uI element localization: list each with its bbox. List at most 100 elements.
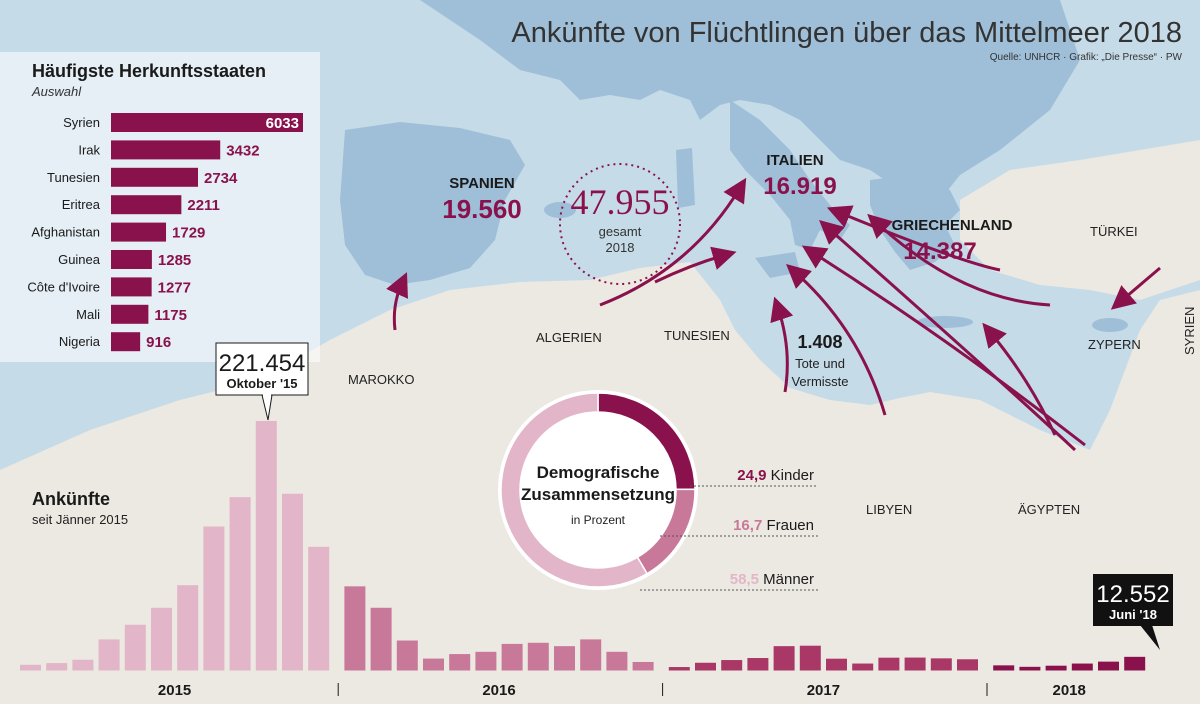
year-label: 2018 [1053, 682, 1086, 699]
origins-title: Häufigste Herkunftsstaaten [32, 61, 266, 81]
land-cyprus [1092, 318, 1128, 332]
origin-category-label: Nigeria [59, 334, 101, 349]
arrival-bar [904, 657, 926, 671]
arrival-bar [124, 624, 146, 671]
callout-pointer-icon [1140, 625, 1160, 650]
origin-category-label: Tunesien [47, 170, 100, 185]
map-labels: MAROKKO ALGERIEN TUNESIEN LIBYEN ÄGYPTEN… [348, 224, 1197, 517]
origin-category-label: Mali [76, 307, 100, 322]
donut-legend-label: 16,7 Frauen [733, 517, 814, 534]
year-label: 2017 [807, 682, 840, 699]
origin-category-label: Afghanistan [31, 225, 100, 240]
total-badge: 47.955 gesamt 2018 [559, 163, 681, 285]
origin-value-label: 3432 [226, 142, 259, 159]
peak-callout-patch [263, 393, 271, 397]
donut-title-line1: Demografische [537, 463, 660, 482]
arrivals-title: Ankünfte [32, 489, 110, 509]
total-label-line1: gesamt [599, 224, 642, 239]
origin-value-label: 2211 [187, 197, 220, 214]
arrival-bar [1098, 661, 1119, 671]
arrival-bar [501, 643, 523, 671]
arrival-bar [151, 607, 172, 671]
year-label: 2015 [158, 682, 191, 699]
route-arrow-icon [654, 246, 737, 284]
route-arrows [386, 177, 1161, 452]
deaths-line2: Vermisste [791, 374, 848, 389]
donut-bg [498, 390, 698, 590]
last-callout-box [1093, 574, 1173, 626]
arrival-bar [695, 662, 716, 671]
arrival-bar [773, 646, 795, 671]
peak-callout-label: Oktober '15 [226, 376, 297, 391]
origin-bar [111, 195, 182, 215]
route-arrow-icon [599, 177, 747, 307]
label-aegypten: ÄGYPTEN [1018, 502, 1080, 517]
arrival-bar [423, 658, 444, 671]
origin-bar [111, 250, 152, 269]
arrival-bar [957, 659, 978, 671]
label-zypern: ZYPERN [1088, 337, 1141, 352]
donut-legend-label: 24,9 Kinder [737, 467, 814, 484]
route-arrow-icon [826, 205, 1001, 272]
label-algerien: ALGERIEN [536, 330, 602, 345]
total-circle [559, 163, 681, 285]
arrival-bar [527, 642, 549, 671]
arrival-bar [852, 663, 874, 671]
donut-legend: 24,9 Kinder 16,7 Frauen 58,5 Männer [640, 467, 818, 591]
donut-title-line2: Zusammensetzung [521, 485, 675, 504]
deaths-value: 1.408 [797, 332, 842, 352]
arrival-bar [1124, 656, 1146, 671]
origin-value-label: 1285 [158, 252, 191, 269]
arrival-bar [475, 651, 497, 671]
peak-callout: 221.454 Oktober '15 [215, 342, 309, 421]
origin-value-label: 1729 [172, 225, 205, 242]
arrival-bar [721, 660, 743, 671]
label-libyen: LIBYEN [866, 502, 912, 517]
page-title: Ankünfte von Flüchtlingen über das Mitte… [511, 17, 1182, 49]
source-credit: Quelle: UNHCR · Grafik: „Die Presse“ · P… [990, 52, 1183, 63]
origin-category-label: Irak [78, 142, 100, 157]
origin-value-label: 916 [146, 334, 171, 351]
land-greece [870, 175, 960, 270]
country-italy-value: 16.919 [763, 173, 836, 200]
deaths-note: 1.408 Tote und Vermisste [791, 332, 848, 389]
origin-value-label: 1277 [158, 279, 191, 296]
arrival-bar [20, 664, 41, 671]
origin-bar [111, 167, 199, 187]
label-marokko: MAROKKO [348, 372, 414, 387]
arrival-bar [46, 663, 68, 671]
arrival-bar [1019, 666, 1041, 671]
arrival-bar [282, 493, 303, 671]
country-italy-name: ITALIEN [766, 152, 823, 169]
donut-legend-label: 58,5 Männer [730, 571, 814, 588]
origin-bar [111, 222, 167, 242]
origin-bar [111, 304, 149, 324]
origin-bar [111, 277, 152, 297]
land-italy [730, 100, 850, 250]
origin-bar [111, 113, 303, 132]
arrival-bar [606, 651, 628, 671]
arrivals-panel: Ankünfte seit Jänner 2015 2015 2016 2017 20… [18, 342, 1180, 699]
origins-subtitle: Auswahl [31, 84, 82, 99]
arrival-bar [370, 607, 392, 671]
arrival-bar [177, 585, 199, 671]
land-iberia [340, 122, 525, 285]
route-arrow-icon [386, 272, 408, 331]
arrival-bar [308, 546, 330, 671]
arrival-bar [255, 421, 277, 671]
route-arrow-icon [786, 264, 887, 416]
origin-category-label: Syrien [63, 115, 100, 130]
arrivals-subtitle: seit Jänner 2015 [32, 512, 128, 527]
country-spain-value: 19.560 [442, 194, 522, 224]
land-sardinia [676, 148, 695, 208]
total-label-line2: 2018 [606, 240, 635, 255]
peak-callout-box [215, 342, 309, 396]
last-callout-value: 12.552 [1096, 581, 1169, 608]
origin-value-label: 2734 [204, 170, 238, 187]
total-value: 47.955 [571, 182, 670, 222]
year-label: 2016 [482, 682, 515, 699]
arrival-bar [799, 645, 821, 671]
arrival-bar [449, 654, 471, 671]
last-callout: 12.552 Juni '18 [1093, 574, 1173, 650]
arrival-bar [554, 646, 575, 671]
